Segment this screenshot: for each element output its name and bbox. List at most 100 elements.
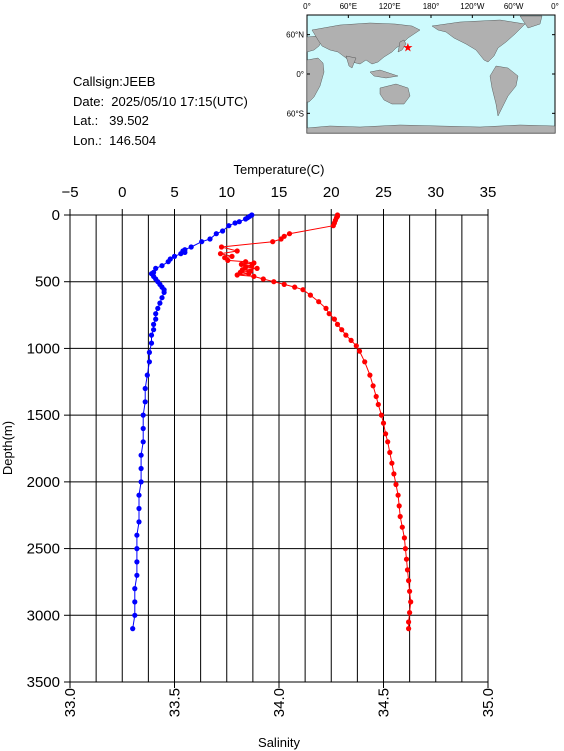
salinity-data-point — [142, 399, 148, 405]
date-label: Date: 2025/05/10 17:15(UTC) — [73, 93, 248, 109]
temperature-data-point — [406, 626, 412, 632]
map-land — [306, 15, 556, 134]
salinity-data-point — [153, 316, 159, 322]
temperature-data-point — [246, 271, 252, 277]
latitude-label: Lat.: 39.502 — [73, 113, 149, 128]
temperature-data-point — [281, 281, 287, 287]
temperature-tick-label: 35 — [480, 184, 497, 201]
temperature-data-point — [380, 420, 387, 426]
salinity-data-point — [138, 465, 144, 472]
temperature-data-point — [251, 273, 257, 279]
map-lat-tick-label: 60°S — [287, 109, 304, 118]
temperature-data-point — [307, 292, 313, 298]
depth-axis: 0 500 1000 1500 2000 2500 3000 3500 — [27, 207, 70, 691]
temperature-data-point — [249, 263, 255, 269]
salinity-data-point — [134, 572, 140, 578]
salinity-data-point — [148, 332, 155, 338]
salinity-data-point — [171, 253, 178, 259]
salinity-data-point — [148, 340, 155, 346]
temperature-data-point — [403, 556, 410, 562]
salinity-data-point — [134, 546, 140, 552]
temperature-tick-label: 30 — [427, 184, 444, 201]
temperature-data-point — [217, 251, 224, 257]
temperature-data-point — [383, 431, 389, 437]
temperature-data-point — [339, 327, 345, 333]
salinity-data-point — [151, 327, 157, 333]
salinity-data-point — [140, 412, 146, 418]
salinity-data-point — [243, 216, 249, 222]
temperature-data-point — [404, 567, 411, 573]
depth-tick-label: 2000 — [27, 474, 60, 491]
temperature-data-point — [316, 299, 322, 305]
salinity-data-point — [132, 612, 138, 618]
temperature-data-point — [378, 412, 384, 418]
salinity-data-point — [138, 452, 144, 458]
temperature-tick-label: 20 — [323, 184, 340, 201]
depth-axis-label: Depth(m) — [0, 421, 15, 475]
temperature-data-point — [375, 401, 381, 408]
station-info: Callsign:JEEB Date: 2025/05/10 17:15(UTC… — [73, 72, 248, 150]
salinity-data-point — [140, 425, 146, 432]
depth-tick-label: 3500 — [27, 674, 60, 691]
temperature-data-point — [238, 261, 244, 267]
temperature-data-point — [278, 236, 284, 242]
salinity-data-point — [146, 349, 152, 355]
temperature-data-point — [254, 265, 260, 271]
map-lon-tick-label: 60°W — [504, 2, 524, 11]
temperature-tick-label: 25 — [375, 184, 392, 201]
map-lon-tick-label: 120°W — [460, 2, 485, 11]
temperature-data-point — [300, 287, 306, 293]
temperature-data-point — [353, 343, 359, 349]
salinity-axis-label: Salinity — [258, 735, 300, 750]
temperature-data-point — [243, 259, 249, 265]
temperature-data-point — [271, 279, 277, 285]
salinity-tick-label: 35.0 — [480, 688, 497, 717]
temperature-data-point — [387, 449, 393, 456]
salinity-data-point — [178, 251, 184, 257]
longitude-label: Lon.: 146.504 — [73, 132, 157, 148]
salinity-data-point — [182, 249, 188, 255]
salinity-data-point — [138, 479, 144, 485]
temperature-data-point — [234, 272, 240, 278]
salinity-data-point — [157, 300, 163, 306]
salinity-data-point — [232, 220, 238, 226]
depth-tick-label: 2500 — [27, 541, 60, 558]
temperature-data-point — [399, 524, 405, 530]
temperature-data-point — [397, 513, 403, 520]
salinity-data-point — [136, 492, 142, 498]
temperature-data-point — [234, 248, 240, 254]
temperature-axis: −5 0 5 10 15 20 25 30 35 — [61, 184, 496, 215]
map-lon-tick-label: 0° — [551, 2, 559, 11]
salinity-data-point — [207, 236, 213, 242]
map-lat-tick-label: 0° — [296, 70, 304, 79]
salinity-data-point — [132, 599, 138, 605]
salinity-data-point — [165, 259, 171, 265]
salinity-data-point — [151, 321, 157, 327]
salinity-data-point — [142, 385, 148, 392]
temperature-data-point — [402, 546, 408, 552]
temperature-data-point — [218, 244, 225, 250]
temperature-data-point — [270, 239, 276, 245]
salinity-data-point — [132, 586, 138, 592]
temperature-data-point — [385, 439, 391, 445]
temperature-data-point — [229, 253, 235, 259]
salinity-data-point — [199, 239, 205, 245]
depth-tick-label: 500 — [35, 274, 60, 291]
temperature-data-point — [389, 460, 395, 466]
temperature-data-point — [370, 383, 376, 389]
salinity-tick-label: 34.0 — [271, 688, 288, 717]
salinity-data-point — [134, 532, 140, 538]
temperature-tick-label: −5 — [61, 184, 78, 201]
temperature-data-point — [408, 599, 414, 605]
temperature-data-point — [373, 393, 379, 400]
salinity-data-point — [130, 626, 136, 632]
temperature-data-point — [396, 503, 402, 509]
temperature-data-point — [406, 619, 412, 625]
salinity-data-point — [236, 219, 242, 225]
map-lat-tick-label: 60°N — [286, 31, 304, 40]
temperature-data-point — [343, 332, 349, 338]
map-axis-ticks: 0° 60°E 120°E 180° 120°W 60°W 0° 60°N 0° 60°S — [286, 2, 559, 118]
temperature-data-point — [225, 257, 231, 263]
temperature-tick-label: 15 — [271, 184, 288, 201]
